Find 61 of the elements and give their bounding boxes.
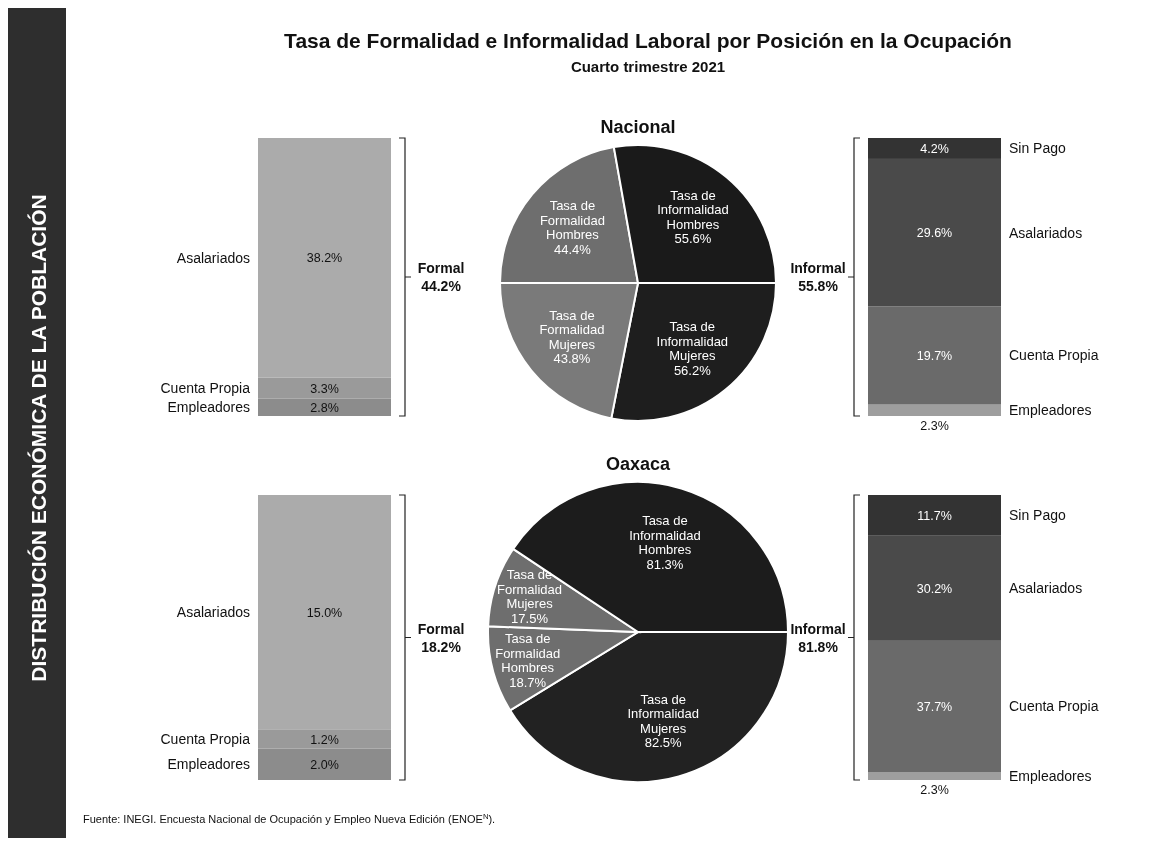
text: Informal 55.8% <box>790 260 846 294</box>
series-label: Asalariados <box>1009 224 1083 241</box>
series-label: Empleadores <box>1009 402 1092 419</box>
data-label: 37.7% <box>916 699 953 714</box>
series-label: Asalariados <box>176 604 250 621</box>
series-label: Asalariados <box>1009 580 1083 597</box>
series-label: Empleadores <box>1009 768 1092 784</box>
series-label: Cuenta Propia <box>160 731 251 748</box>
text: Formal 18.2% <box>417 620 465 655</box>
slice-label: Tasa de Informalidad Mujeres <box>656 319 729 364</box>
text: Cuarto trimestre 2021 <box>570 58 726 75</box>
text: Formal 44.2% <box>417 260 465 294</box>
slice-label: Tasa de Informalidad Mujeres <box>627 691 700 736</box>
data-label: 56.2% <box>673 362 712 378</box>
data-label: 55.6% <box>674 231 712 247</box>
data-label: 2.3% <box>920 419 949 433</box>
slice-label: Tasa de Informalidad Hombres <box>629 513 701 558</box>
data-label: 44.4% <box>553 241 592 257</box>
data-label: 19.7% <box>916 348 953 363</box>
bar <box>868 772 1001 780</box>
data-label: 82.5% <box>644 735 683 751</box>
data-label: 43.8% <box>553 351 591 367</box>
slice-label: Tasa de Formalidad Hombres <box>539 198 605 243</box>
data-label: 2.0% <box>310 757 339 772</box>
data-label: 81.3% <box>646 556 684 572</box>
series-label: Empleadores <box>167 399 250 416</box>
series-label: Cuenta Propia <box>1009 347 1099 364</box>
series-label: Sin Pago <box>1009 507 1067 524</box>
data-label: 17.5% <box>511 610 549 626</box>
text: Tasa de Formalidad e Informalidad Laboral por Posición en la Ocupación <box>284 29 1012 52</box>
bar <box>868 535 1001 641</box>
bar <box>868 158 1001 307</box>
text: Informal 81.8% <box>790 620 846 655</box>
data-label: 15.0% <box>306 605 343 620</box>
data-label: 1.2% <box>310 732 339 747</box>
bar <box>868 640 1001 772</box>
series-label: Empleadores <box>167 756 250 773</box>
chart-title: Oaxaca <box>605 454 672 474</box>
data-label: 2.8% <box>310 400 339 415</box>
bar <box>868 495 1001 536</box>
data-label: 30.2% <box>916 581 953 596</box>
bar <box>868 138 1001 159</box>
data-label: 18.7% <box>509 674 547 690</box>
data-label: 4.2% <box>920 141 949 156</box>
data-label: 29.6% <box>916 226 953 241</box>
chart-title: Nacional <box>600 117 676 137</box>
series-label: Cuenta Propia <box>160 380 251 397</box>
series-label: Sin Pago <box>1009 140 1067 157</box>
slice-label: Tasa de Formalidad Mujeres <box>539 307 605 352</box>
bar <box>868 306 1001 405</box>
series-label: Asalariados <box>176 249 250 266</box>
slice-label: Tasa de Informalidad Hombres <box>657 187 729 232</box>
data-label: 38.2% <box>306 251 343 266</box>
text: DISTRIBUCIÓN ECONÓMICA DE LA POBLACIÓN <box>27 194 50 682</box>
slice-label: Tasa de Formalidad Hombres <box>495 631 561 676</box>
series-label: Cuenta Propia <box>1009 698 1099 715</box>
data-label: 2.3% <box>920 783 949 797</box>
data-label: 11.7% <box>917 508 952 523</box>
data-label: 3.3% <box>310 381 339 396</box>
bar <box>868 404 1001 416</box>
source-note: Fuente: INEGI. Encuesta Nacional de Ocupación y Empleo Nueva Edición (ENOE$^{N}$). <box>83 811 496 825</box>
